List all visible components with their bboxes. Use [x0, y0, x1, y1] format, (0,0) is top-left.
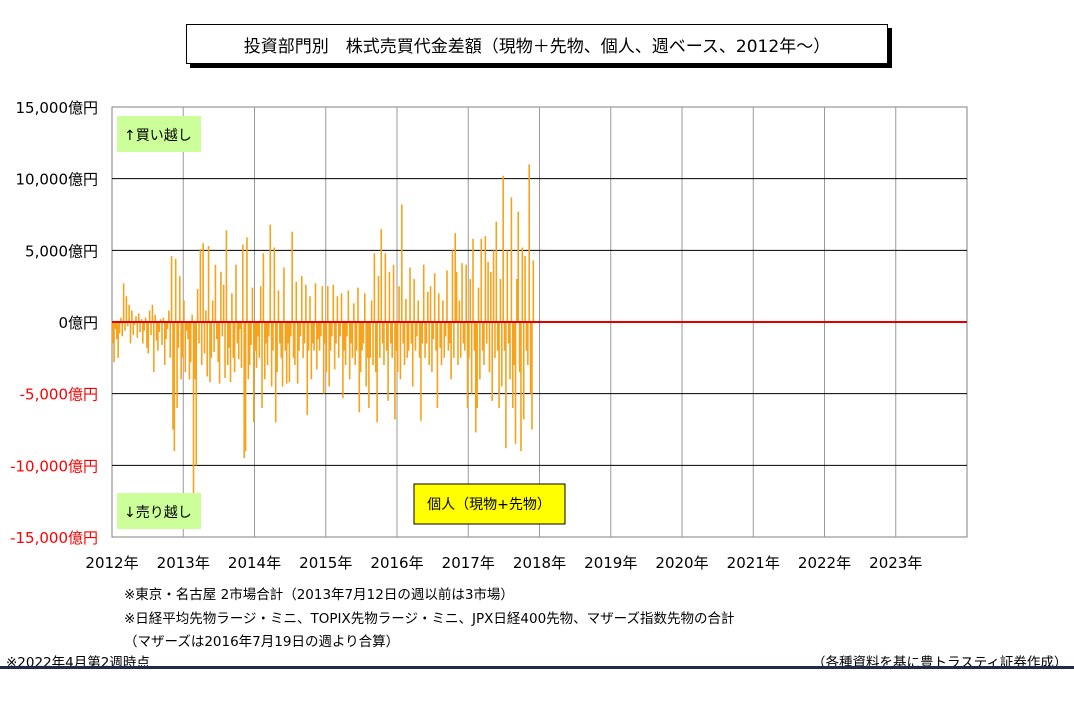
y-tick-label: 0億円	[58, 314, 98, 332]
bottom-rule	[0, 666, 1074, 669]
series-label: 個人（現物+先物）	[427, 497, 551, 513]
bar-chart: 15,000億円 10,000億円 5,000億円 0億円 -5,000億円 -10,00…	[10, 99, 968, 572]
buy-annotation-box	[117, 116, 201, 152]
x-tick-label: 2013年	[157, 554, 210, 572]
x-tick-label: 2012年	[85, 554, 138, 572]
chart-title: 投資部門別 株式売買代金差額（現物＋先物、個人、週ベース、2012年～）	[243, 36, 831, 57]
note-market: ※東京・名古屋 2市場合計（2013年7月12日の週以前は3市場）	[124, 587, 514, 603]
series-label-box	[413, 483, 566, 525]
x-tick-label: 2018年	[513, 554, 566, 572]
buy-annotation: ↑買い越し	[124, 128, 192, 144]
x-tick-label: 2015年	[299, 554, 352, 572]
y-tick-label: -10,000億円	[10, 457, 98, 475]
x-tick-label: 2023年	[869, 554, 922, 572]
x-tick-label: 2016年	[370, 554, 423, 572]
x-tick-label: 2020年	[655, 554, 708, 572]
x-tick-label: 2022年	[798, 554, 851, 572]
x-tick-label: 2019年	[584, 554, 637, 572]
x-tick-label: 2014年	[228, 554, 281, 572]
sell-annotation-box	[117, 493, 201, 529]
sell-annotation: ↓売り越し	[124, 505, 192, 521]
note-mothers: （マザーズは2016年7月19日の週より合算）	[124, 634, 400, 650]
y-tick-label: -15,000億円	[10, 529, 98, 547]
y-tick-label: -5,000億円	[20, 386, 98, 404]
y-tick-label: 10,000億円	[16, 171, 99, 189]
chart-title-box: 投資部門別 株式売買代金差額（現物＋先物、個人、週ベース、2012年～）	[186, 24, 888, 64]
x-tick-label: 2021年	[727, 554, 780, 572]
y-tick-label: 5,000億円	[25, 242, 98, 260]
y-tick-label: 15,000億円	[16, 99, 99, 117]
x-tick-label: 2017年	[442, 554, 495, 572]
note-futures: ※日経平均先物ラージ・ミニ、TOPIX先物ラージ・ミニ、JPX日経400先物、マ…	[124, 611, 735, 627]
